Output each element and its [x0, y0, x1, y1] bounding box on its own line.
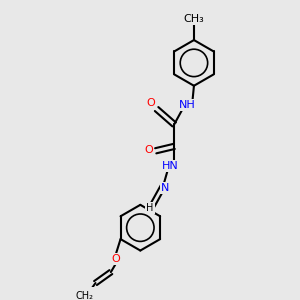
Text: O: O — [144, 145, 153, 155]
Text: H: H — [146, 203, 154, 213]
Text: O: O — [146, 98, 155, 108]
Text: O: O — [111, 254, 120, 264]
Text: CH₃: CH₃ — [184, 14, 204, 24]
Text: N: N — [161, 183, 170, 193]
Text: NH: NH — [179, 100, 196, 110]
Text: HN: HN — [162, 161, 179, 171]
Text: CH₂: CH₂ — [76, 291, 94, 300]
